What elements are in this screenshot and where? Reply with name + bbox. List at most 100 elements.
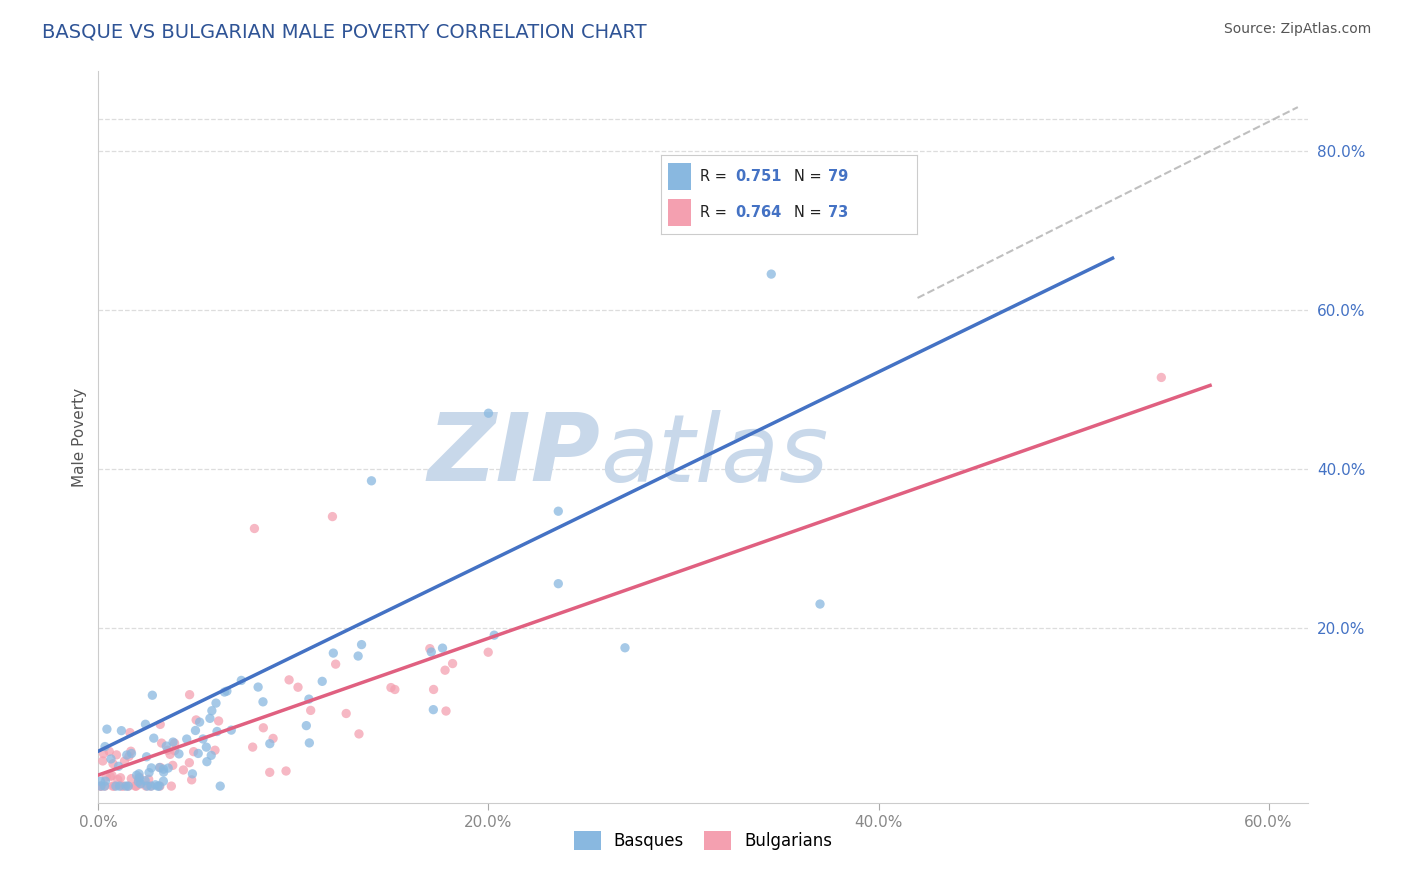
Point [149, 760, 172, 774]
Point [134, 773, 156, 788]
Point [195, 740, 218, 755]
Point [321, 509, 343, 524]
Point [100, 752, 122, 766]
Point [384, 682, 406, 697]
Point [110, 771, 132, 785]
Point [90, 779, 112, 793]
Point [120, 744, 142, 758]
Point [420, 645, 443, 659]
Point [209, 779, 232, 793]
Point [121, 747, 143, 761]
Point [160, 779, 183, 793]
Point [141, 688, 163, 702]
Text: R =: R = [700, 205, 733, 220]
Text: ZIP: ZIP [427, 409, 600, 501]
Point [145, 778, 167, 792]
Point [242, 740, 264, 755]
Point [484, 628, 506, 642]
Point [184, 723, 207, 738]
Point [195, 755, 218, 769]
Point [152, 774, 174, 789]
Point [322, 646, 344, 660]
Point [101, 768, 124, 782]
Point [205, 696, 228, 710]
Point [247, 680, 270, 694]
Point [152, 762, 174, 776]
Point [105, 747, 128, 762]
Point [180, 772, 202, 787]
Point [152, 765, 174, 780]
Point [761, 267, 783, 281]
Text: atlas: atlas [600, 409, 828, 501]
Point [90, 779, 112, 793]
Point [179, 756, 201, 770]
Point [162, 758, 184, 772]
Point [808, 597, 831, 611]
Point [128, 766, 150, 780]
Point [191, 731, 214, 746]
Text: 79: 79 [828, 169, 849, 184]
Point [146, 779, 169, 793]
Point [477, 406, 499, 420]
Point [179, 688, 201, 702]
Point [101, 779, 124, 793]
Point [127, 774, 149, 789]
Point [298, 692, 321, 706]
Point [198, 711, 221, 725]
Point [135, 749, 157, 764]
Point [432, 641, 454, 656]
Point [1150, 370, 1173, 384]
Y-axis label: Male Poverty: Male Poverty [72, 387, 87, 487]
Text: 0.764: 0.764 [735, 205, 782, 220]
Point [135, 779, 157, 793]
Point [117, 779, 139, 793]
Point [138, 765, 160, 780]
Point [94, 779, 117, 793]
Point [347, 727, 370, 741]
Point [215, 684, 238, 698]
Point [125, 779, 148, 793]
Point [205, 724, 228, 739]
Point [93, 779, 115, 793]
Point [188, 715, 211, 730]
Point [128, 772, 150, 787]
Point [287, 680, 309, 694]
Text: N =: N = [794, 169, 827, 184]
Point [207, 714, 229, 728]
Point [422, 682, 444, 697]
Point [214, 685, 236, 699]
FancyBboxPatch shape [668, 199, 692, 227]
Point [96, 722, 118, 736]
Point [128, 770, 150, 784]
Point [157, 761, 180, 775]
Point [547, 576, 569, 591]
Point [422, 703, 444, 717]
Text: Source: ZipAtlas.com: Source: ZipAtlas.com [1223, 22, 1371, 37]
Point [295, 718, 318, 732]
Point [434, 663, 457, 677]
Point [139, 779, 162, 793]
Point [252, 695, 274, 709]
Point [380, 681, 402, 695]
Point [155, 739, 177, 753]
Point [118, 725, 141, 739]
Point [419, 641, 441, 656]
Point [104, 779, 127, 793]
Point [89, 774, 111, 789]
Point [186, 713, 208, 727]
Point [98, 770, 121, 784]
Point [110, 779, 132, 793]
Point [201, 704, 224, 718]
Point [311, 674, 333, 689]
Point [136, 779, 159, 793]
Point [477, 645, 499, 659]
Point [90, 779, 112, 793]
FancyBboxPatch shape [668, 163, 692, 190]
Text: BASQUE VS BULGARIAN MALE POVERTY CORRELATION CHART: BASQUE VS BULGARIAN MALE POVERTY CORRELA… [42, 22, 647, 41]
Text: 73: 73 [828, 205, 849, 220]
Point [156, 743, 179, 757]
Point [149, 779, 172, 793]
Point [108, 779, 131, 793]
Point [163, 744, 186, 758]
Point [129, 777, 152, 791]
